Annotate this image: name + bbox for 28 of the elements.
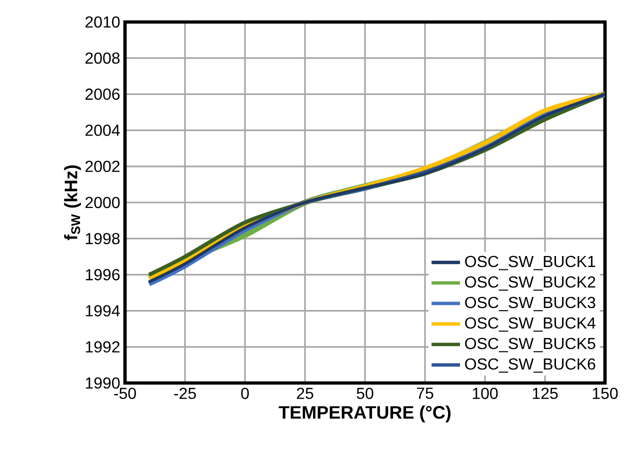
legend-label: OSC_SW_BUCK1 bbox=[465, 256, 596, 270]
x-tick-label: -50 bbox=[114, 388, 136, 400]
y-tick-label: 1994 bbox=[86, 305, 120, 316]
y-tick-label: 2000 bbox=[85, 196, 120, 208]
x-axis-title: TEMPERATURE (°C) bbox=[278, 406, 451, 422]
y-tick-label: 2008 bbox=[85, 52, 120, 64]
legend-label: OSC_SW_BUCK6 bbox=[465, 358, 596, 373]
legend-label: OSC_SW_BUCK2 bbox=[465, 276, 596, 291]
x-tick-label: 75 bbox=[416, 388, 434, 399]
x-tick-label: 50 bbox=[356, 388, 374, 400]
y-tick-label: 2010 bbox=[85, 16, 120, 28]
x-tick-label: -25 bbox=[174, 388, 196, 400]
y-tick-label: 1992 bbox=[86, 341, 120, 353]
y-tick-label: 2002 bbox=[85, 160, 120, 172]
legend-label: OSC_SW_BUCK5 bbox=[465, 338, 596, 352]
y-axis-title: f$_{SW}$ (kHz) bbox=[64, 165, 81, 240]
y-tick-label: 1990 bbox=[86, 377, 120, 389]
y-tick-label: 2004 bbox=[85, 124, 120, 136]
x-tick-label: 0 bbox=[241, 388, 249, 400]
x-tick-label: 25 bbox=[296, 388, 314, 400]
y-tick-label: 1998 bbox=[86, 232, 120, 244]
x-tick-label: 150 bbox=[592, 388, 618, 400]
x-tick-label: 100 bbox=[472, 388, 498, 400]
legend-label: OSC_SW_BUCK4 bbox=[465, 317, 596, 332]
y-tick-label: 1996 bbox=[86, 269, 120, 280]
y-tick-label: 2006 bbox=[85, 88, 120, 100]
legend-label: OSC_SW_BUCK3 bbox=[465, 296, 596, 312]
x-tick-label: 125 bbox=[532, 388, 558, 400]
